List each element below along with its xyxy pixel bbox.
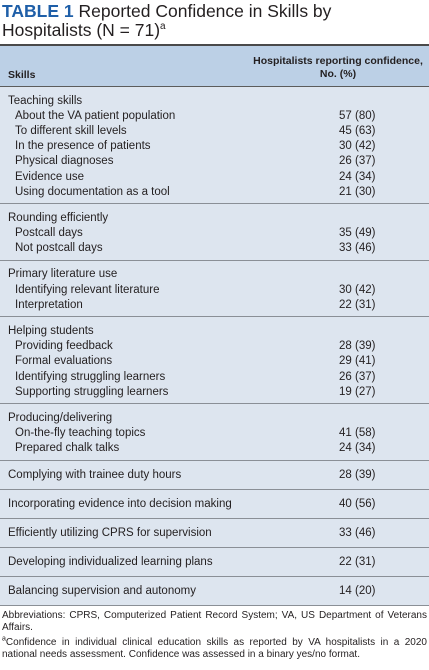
row-label: Incorporating evidence into decision mak…	[8, 497, 232, 510]
table-row: In the presence of patients 30 (42)	[0, 139, 429, 154]
row-value: 24 (34)	[339, 442, 376, 455]
row-label: Complying with trainee duty hours	[8, 468, 182, 481]
row-label: Identifying relevant literature	[15, 283, 160, 296]
skill-single-group: Developing individualized learning plans…	[0, 548, 429, 577]
row-value: 28 (39)	[339, 468, 376, 481]
group-heading-row: Primary literature use	[0, 267, 429, 282]
group-heading-row: Teaching skills	[0, 93, 429, 108]
row-value: 30 (42)	[339, 283, 376, 296]
row-label: Interpretation	[15, 298, 83, 311]
row-label: Using documentation as a tool	[15, 185, 170, 198]
table-row: Developing individualized learning plans…	[0, 554, 429, 569]
row-label: Developing individualized learning plans	[8, 555, 213, 568]
table-header: Skills Hospitalists reporting confidence…	[0, 46, 429, 87]
header-confidence: Hospitalists reporting confidence, No. (…	[253, 55, 423, 80]
table-title-text: Reported Confidence in Skills by Hospita…	[2, 1, 332, 40]
row-value: 14 (20)	[339, 584, 376, 597]
group-heading-row: Rounding efficiently	[0, 210, 429, 225]
row-label: Identifying struggling learners	[15, 370, 166, 383]
row-label: To different skill levels	[15, 124, 127, 137]
row-value: 45 (63)	[339, 124, 376, 137]
table-row: Physical diagnoses 26 (37)	[0, 154, 429, 169]
skill-group: Rounding efficiently Postcall days 35 (49)…	[0, 204, 429, 261]
row-label: Efficiently utilizing CPRS for supervisi…	[8, 526, 212, 539]
row-value: 21 (30)	[339, 185, 376, 198]
row-value: 30 (42)	[339, 140, 376, 153]
row-value: 41 (58)	[339, 427, 376, 440]
row-label: On-the-fly teaching topics	[15, 427, 146, 440]
table-row: Complying with trainee duty hours 28 (39)	[0, 467, 429, 482]
table-row: Balancing supervision and autonomy 14 (20…	[0, 583, 429, 598]
table-row: Interpretation 22 (31)	[0, 297, 429, 312]
row-label: Not postcall days	[15, 242, 103, 255]
skill-single-group: Incorporating evidence into decision mak…	[0, 490, 429, 519]
skill-group: Teaching skills About the VA patient popu…	[0, 87, 429, 205]
table-row: Identifying relevant literature 30 (42)	[0, 282, 429, 297]
row-label: Producing/delivering	[8, 411, 113, 424]
skill-single-group: Efficiently utilizing CPRS for supervisi…	[0, 519, 429, 548]
skill-group: Primary literature use Identifying releva…	[0, 261, 429, 318]
table-row: Providing feedback 28 (39)	[0, 339, 429, 354]
table-row: Identifying struggling learners 26 (37)	[0, 369, 429, 384]
table-row: Not postcall days 33 (46)	[0, 241, 429, 256]
row-label: Physical diagnoses	[15, 155, 114, 168]
note-mark: a	[2, 635, 6, 643]
table-title: TABLE 1 Reported Confidence in Skills by…	[0, 0, 429, 40]
row-label: Postcall days	[15, 227, 83, 240]
row-value: 40 (56)	[339, 497, 376, 510]
table-row: Postcall days 35 (49)	[0, 226, 429, 241]
row-label: Formal evaluations	[15, 355, 113, 368]
table-row: Prepared chalk talks 24 (34)	[0, 441, 429, 456]
row-value: 57 (80)	[339, 109, 376, 122]
skill-single-group: Complying with trainee duty hours 28 (39)	[0, 461, 429, 490]
row-label: Helping students	[8, 325, 94, 338]
table-row: To different skill levels 45 (63)	[0, 123, 429, 138]
row-label: Prepared chalk talks	[15, 442, 120, 455]
table-row: Evidence use 24 (34)	[0, 169, 429, 184]
abbreviations-note: Abbreviations: CPRS, Computerized Patien…	[2, 609, 427, 634]
skill-single-group: Balancing supervision and autonomy 14 (20…	[0, 577, 429, 606]
note-text: Confidence in individual clinical educat…	[2, 636, 427, 661]
row-value: 19 (27)	[339, 385, 376, 398]
row-label: Balancing supervision and autonomy	[8, 584, 196, 597]
table-row: Using documentation as a tool 21 (30)	[0, 184, 429, 199]
confidence-note: aConfidence in individual clinical educa…	[2, 635, 427, 662]
table-row: Incorporating evidence into decision mak…	[0, 496, 429, 511]
skill-group: Helping students Providing feedback 28 (39…	[0, 317, 429, 405]
row-value: 33 (46)	[339, 526, 376, 539]
row-label: Rounding efficiently	[8, 211, 109, 224]
confidence-table: Skills Hospitalists reporting confidence…	[0, 44, 429, 606]
row-label: Teaching skills	[8, 94, 83, 107]
table-row: On-the-fly teaching topics 41 (58)	[0, 426, 429, 441]
row-value: 24 (34)	[339, 170, 376, 183]
table-row: Formal evaluations 29 (41)	[0, 354, 429, 369]
row-value: 26 (37)	[339, 155, 376, 168]
table-body: Teaching skills About the VA patient popu…	[0, 87, 429, 606]
row-label: Providing feedback	[15, 340, 113, 353]
table-row: Efficiently utilizing CPRS for supervisi…	[0, 525, 429, 540]
row-value: 26 (37)	[339, 370, 376, 383]
row-label: Supporting struggling learners	[15, 385, 169, 398]
footnotes: Abbreviations: CPRS, Computerized Patien…	[0, 606, 429, 662]
header-skills: Skills	[8, 69, 36, 81]
row-label: Evidence use	[15, 170, 85, 183]
skill-group: Producing/delivering On-the-fly teaching …	[0, 404, 429, 461]
table-row: Supporting struggling learners 19 (27)	[0, 384, 429, 399]
row-label: In the presence of patients	[15, 140, 151, 153]
row-value: 22 (31)	[339, 298, 376, 311]
table-label: TABLE 1	[2, 1, 74, 21]
group-heading-row: Helping students	[0, 323, 429, 338]
row-value: 28 (39)	[339, 340, 376, 353]
row-value: 33 (46)	[339, 242, 376, 255]
group-heading-row: Producing/delivering	[0, 410, 429, 425]
title-note-mark: a	[160, 21, 166, 33]
row-label: Primary literature use	[8, 268, 118, 281]
table-row: About the VA patient population 57 (80)	[0, 108, 429, 123]
row-value: 29 (41)	[339, 355, 376, 368]
row-value: 22 (31)	[339, 555, 376, 568]
row-value: 35 (49)	[339, 227, 376, 240]
row-label: About the VA patient population	[15, 109, 176, 122]
